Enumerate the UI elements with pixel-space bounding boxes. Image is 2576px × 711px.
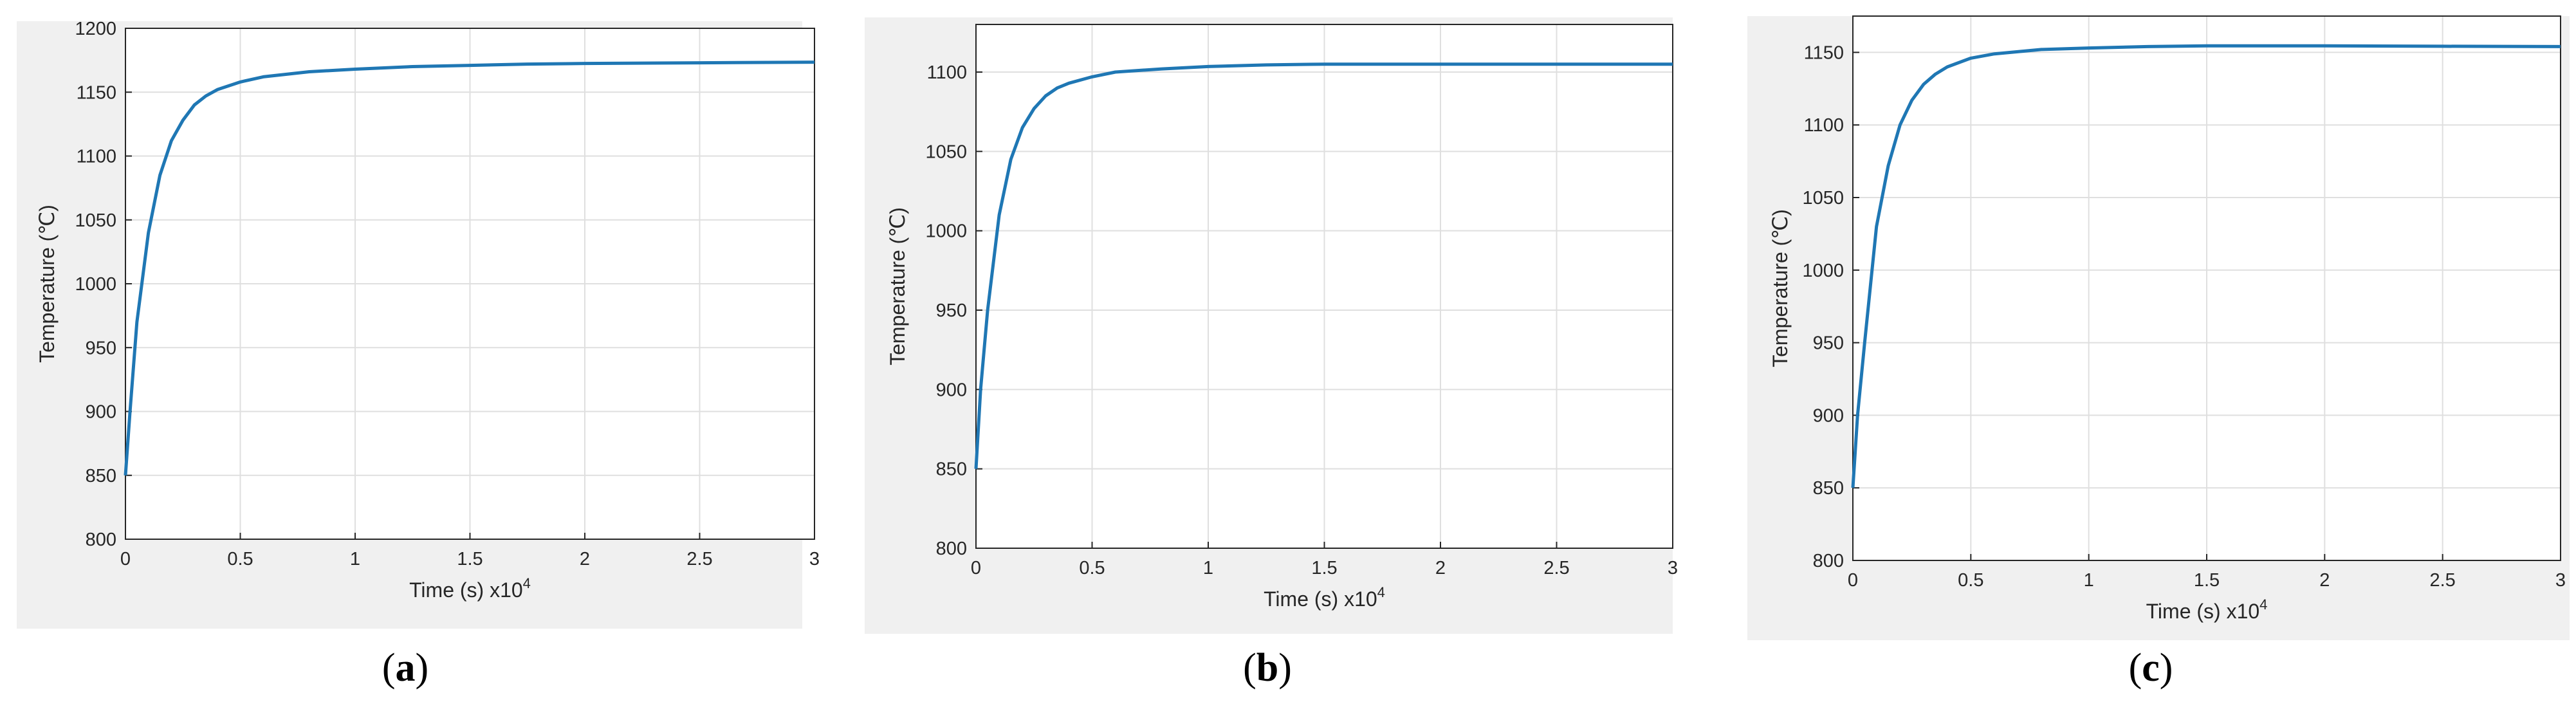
x-axis-exponent-c: 4 [2259,596,2267,613]
caption-b-letter: b [1256,646,1279,690]
chart-panel-b: 0 0.5 1 1.5 2 2.5 3 800 850 900 950 1000 1050 1100 Tim… [865,17,1678,634]
series-line-b [974,62,1673,469]
x-tick-label-a: 0 [120,549,131,569]
caption-b: (b) [1243,646,1292,690]
x-tick-label-c: 0 [1848,570,1858,591]
y-tick-label-a: 850 [86,466,116,486]
y-tick-label-b: 1050 [925,142,967,162]
y-tick-label-c: 950 [1813,333,1844,354]
y-tick-label-a: 1100 [77,147,116,167]
chart-svg-b: 0 0.5 1 1.5 2 2.5 3 800 850 900 950 1000 1050 1100 Tim… [886,24,1678,611]
y-tick-label-c: 1050 [1802,188,1844,208]
x-axis-exponent-b: 4 [1377,584,1385,600]
chart-svg-a: 0 0.5 1 1.5 2 2.5 3 800 850 900 950 1000 1050 1100 115… [35,19,820,602]
y-axis-label-c: Temperature (℃) [1769,209,1792,367]
y-tick-label-c: 800 [1813,551,1844,571]
x-tick-label-c: 2 [2319,570,2330,591]
x-tick-label-b: 2.5 [1543,558,1569,578]
x-tick-label-a: 2.5 [686,549,712,569]
caption-a-letter: a [395,646,416,690]
x-tick-label-c: 0.5 [1958,570,1983,591]
x-tick-label-b: 1 [1203,558,1213,578]
y-tick-label-c: 900 [1813,405,1844,426]
x-axis-label-a: Time (s) x104 [409,575,531,602]
x-tick-label-c: 3 [2555,570,2566,591]
y-tick-label-c: 850 [1813,478,1844,499]
x-tick-label-b: 3 [1668,558,1678,578]
chart-panel-c: 0 0.5 1 1.5 2 2.5 3 800 850 900 950 1000 1050 1100 115… [1747,15,2570,640]
y-tick-label-b: 1000 [925,221,967,242]
x-tick-label-a: 1.5 [457,549,483,569]
x-tick-label-b: 1.5 [1311,558,1337,578]
y-tick-label-b: 950 [936,300,967,321]
axes-box-a [125,28,815,540]
y-tick-label-a: 1200 [75,19,116,39]
y-tick-label-b: 1100 [927,62,967,83]
x-tick-label-a: 2 [580,549,590,569]
caption-a: (a) [382,646,429,690]
y-tick-label-b: 900 [936,380,967,400]
chart-svg-c: 0 0.5 1 1.5 2 2.5 3 800 850 900 950 1000 1050 1100 115… [1769,15,2566,623]
y-tick-label-c: 1150 [1804,42,1844,63]
x-tick-label-c: 1.5 [2194,570,2220,591]
y-tick-label-b: 800 [936,539,967,559]
y-tick-label-a: 1000 [75,274,116,295]
x-tick-label-c: 2.5 [2430,570,2456,591]
y-tick-label-a: 900 [86,402,116,423]
series-line-c [1851,44,2561,488]
y-tick-label-c: 1100 [1804,115,1844,136]
y-tick-label-a: 950 [86,338,116,358]
caption-c: (c) [2128,646,2173,690]
y-tick-label-a: 1050 [75,210,116,231]
x-tick-label-a: 0.5 [227,549,253,569]
x-axis-label-c: Time (s) x104 [2146,596,2268,623]
y-tick-label-c: 1000 [1802,261,1844,281]
x-tick-label-c: 1 [2084,570,2094,591]
y-axis-label-a: Temperature (℃) [35,205,59,363]
y-axis-label-b: Temperature (℃) [886,207,909,365]
x-axis-label-b: Time (s) x104 [1264,584,1385,611]
series-line-a [124,60,815,476]
y-tick-label-a: 800 [86,530,116,550]
x-tick-label-b: 0 [971,558,981,578]
axes-box-c [1852,15,2561,561]
axes-box-b [975,24,1673,549]
y-tick-label-a: 1150 [77,82,116,103]
x-tick-label-b: 2 [1435,558,1446,578]
x-axis-exponent-a: 4 [523,575,531,591]
caption-c-letter: c [2142,646,2160,690]
x-tick-label-b: 0.5 [1079,558,1105,578]
chart-panel-a: 0 0.5 1 1.5 2 2.5 3 800 850 900 950 1000 1050 1100 115… [17,19,820,629]
y-tick-label-b: 850 [936,459,967,480]
x-tick-label-a: 3 [809,549,820,569]
x-tick-label-a: 1 [350,549,360,569]
